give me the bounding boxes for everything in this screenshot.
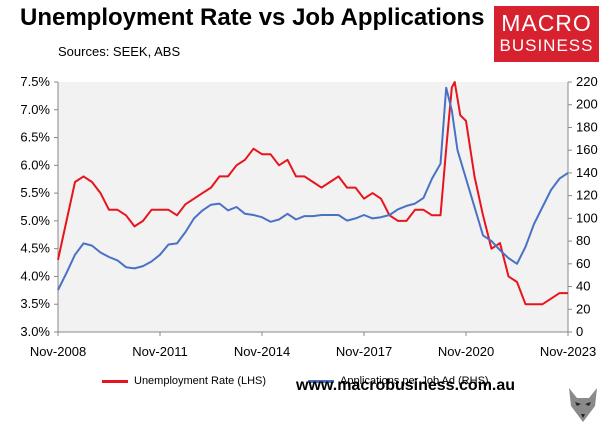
left-tick-label: 7.5% bbox=[20, 74, 50, 89]
right-tick-label: 80 bbox=[576, 233, 590, 248]
logo-line1: MACRO bbox=[501, 10, 592, 36]
right-tick-label: 140 bbox=[576, 165, 598, 180]
left-tick-label: 4.0% bbox=[20, 268, 50, 283]
left-tick-label: 5.0% bbox=[20, 213, 50, 228]
left-tick-label: 5.5% bbox=[20, 185, 50, 200]
right-tick-label: 0 bbox=[576, 324, 583, 339]
right-tick-label: 20 bbox=[576, 301, 590, 316]
legend-swatch-blue bbox=[308, 379, 334, 383]
right-tick-label: 120 bbox=[576, 188, 598, 203]
applications-per-job-ad-line bbox=[57, 86, 569, 291]
chart-subtitle: Sources: SEEK, ABS bbox=[58, 44, 181, 59]
unemployment-rate-line bbox=[57, 81, 568, 306]
left-tick-label: 3.0% bbox=[20, 324, 50, 339]
right-tick-label: 160 bbox=[576, 142, 598, 157]
legend-applications: Applications per Job Ad (RHS) bbox=[308, 375, 489, 387]
legend-unemployment: Unemployment Rate (LHS) bbox=[102, 375, 266, 387]
x-tick-label: Nov-2017 bbox=[336, 344, 392, 359]
left-tick-label: 3.5% bbox=[20, 296, 50, 311]
legend-label-unemployment: Unemployment Rate (LHS) bbox=[134, 375, 267, 387]
right-tick-label: 180 bbox=[576, 119, 598, 134]
left-tick-label: 7.0% bbox=[20, 102, 50, 117]
fox-logo-icon bbox=[563, 382, 603, 428]
left-tick-label: 6.0% bbox=[20, 157, 50, 172]
legend-label-applications: Applications per Job Ad (RHS) bbox=[340, 375, 489, 387]
plot-area bbox=[58, 82, 568, 332]
macrobusiness-logo: MACRO BUSINESS bbox=[494, 6, 599, 62]
left-tick-label: 4.5% bbox=[20, 241, 50, 256]
x-tick-label: Nov-2023 bbox=[540, 344, 596, 359]
right-tick-label: 40 bbox=[576, 279, 590, 294]
x-tick-label: Nov-2008 bbox=[30, 344, 86, 359]
logo-line2: BUSINESS bbox=[499, 36, 594, 55]
chart-title: Unemployment Rate vs Job Applications bbox=[20, 4, 485, 31]
right-tick-label: 200 bbox=[576, 97, 598, 112]
legend-swatch-red bbox=[102, 379, 128, 383]
website-url: www.macrobusiness.com.au bbox=[296, 377, 516, 394]
x-tick-label: Nov-2011 bbox=[132, 344, 187, 359]
right-tick-label: 60 bbox=[576, 256, 590, 271]
right-tick-label: 220 bbox=[576, 74, 598, 89]
x-tick-label: Nov-2014 bbox=[234, 344, 290, 359]
left-tick-label: 6.5% bbox=[20, 130, 50, 145]
right-tick-label: 100 bbox=[576, 210, 598, 225]
x-tick-label: Nov-2020 bbox=[438, 344, 494, 359]
